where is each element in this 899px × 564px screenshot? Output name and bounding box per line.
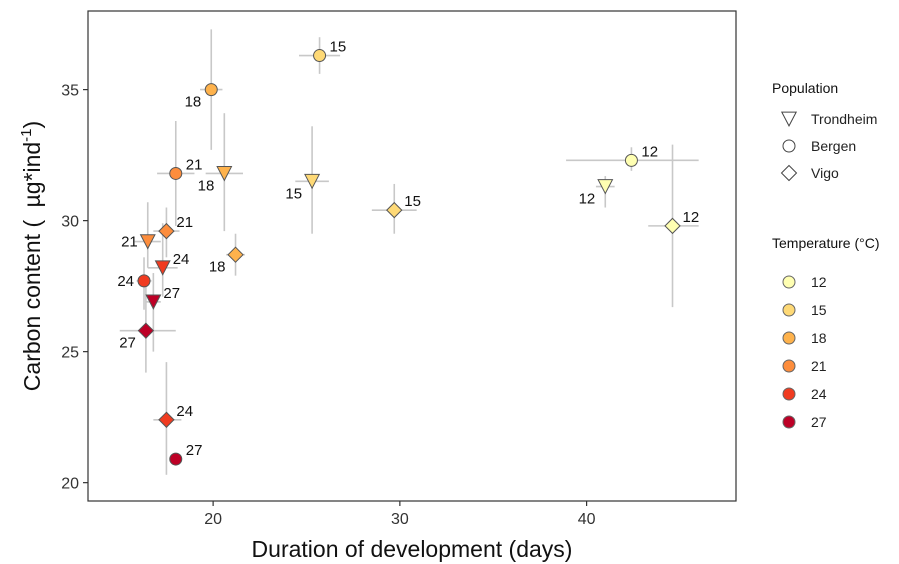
data-point-vigo-15 [386, 201, 403, 219]
legend-label-temperature: 21 [811, 358, 827, 374]
plot-panel [87, 10, 737, 502]
point-label: 27 [119, 335, 136, 352]
legend-temperature-title: Temperature (°C) [772, 235, 880, 251]
point-label: 24 [117, 273, 134, 290]
point-label: 21 [176, 214, 193, 231]
legend-label-temperature: 27 [811, 414, 827, 430]
point-label: 18 [198, 177, 215, 194]
point-label: 12 [641, 143, 658, 160]
point-label: 12 [579, 191, 596, 208]
point-label: 15 [285, 185, 302, 202]
point-label: 24 [173, 251, 190, 268]
data-point-bergen-21 [169, 166, 183, 180]
legend-key-bergen [782, 139, 796, 153]
data-point-trondheim-21 [139, 234, 156, 250]
legend-label-temperature: 18 [811, 330, 827, 346]
point-label: 18 [209, 259, 226, 276]
data-point-vigo-12 [664, 217, 681, 235]
data-points [137, 49, 681, 466]
legend-population: Population Trondheim Bergen Vigo [772, 80, 877, 182]
x-axis-title: Duration of development (days) [252, 536, 573, 562]
point-label: 18 [185, 94, 202, 111]
y-axis-title-main: Carbon content ( [19, 213, 45, 391]
data-point-vigo-27 [137, 322, 155, 339]
legend-label-temperature: 15 [811, 302, 827, 318]
legend-population-title: Population [772, 80, 838, 96]
data-point-trondheim-24 [154, 260, 171, 276]
y-axis-title-close: ) [19, 121, 45, 129]
data-point-vigo-18 [227, 246, 244, 263]
legend-label-population: Bergen [811, 138, 856, 154]
legend-key-temperature-21 [782, 359, 796, 373]
point-label: 15 [404, 193, 421, 210]
x-tick-label: 20 [204, 511, 222, 528]
point-label: 27 [163, 285, 180, 302]
data-point-vigo-21 [158, 222, 175, 240]
y-tick-label: 30 [61, 214, 79, 231]
data-point-trondheim-27 [145, 294, 162, 310]
axes: 20 30 40 20 25 30 35 [61, 83, 595, 528]
point-label: 24 [176, 403, 193, 420]
legend-key-temperature-18 [782, 331, 796, 345]
data-point-vigo-24 [158, 411, 175, 428]
point-labels: 15 18 21 24 27 12 18 15 21 24 27 12 21 18 15 27 24 12 [117, 39, 699, 460]
legend-key-temperature-27 [782, 415, 796, 429]
y-axis-title-unit: µg*ind [19, 142, 45, 208]
y-axis-title: Carbon content ( µg*ind-1) [18, 121, 45, 391]
y-tick-label: 25 [61, 345, 79, 362]
legend-key-trondheim [780, 111, 798, 127]
data-point-trondheim-12 [597, 179, 614, 195]
legend-temperature: Temperature (°C) 12 15 18 21 24 27 [772, 235, 880, 430]
data-point-bergen-27 [169, 452, 183, 466]
legend-label-temperature: 12 [811, 274, 827, 290]
y-tick-label: 20 [61, 476, 79, 493]
legend-key-temperature-12 [782, 275, 796, 289]
legend-key-vigo [780, 164, 798, 182]
legend-label-population: Trondheim [811, 111, 877, 127]
point-label: 21 [121, 234, 138, 251]
x-tick-label: 30 [391, 511, 409, 528]
data-point-trondheim-15 [304, 173, 321, 190]
point-label: 15 [330, 39, 347, 56]
data-point-bergen-12 [624, 153, 638, 167]
data-point-bergen-15 [313, 49, 327, 63]
legend-key-temperature-24 [782, 387, 796, 401]
data-point-bergen-24 [137, 274, 151, 288]
data-point-trondheim-18 [216, 166, 233, 182]
data-point-bergen-18 [204, 83, 218, 97]
point-label: 21 [186, 156, 203, 173]
y-axis-title-superscript: -1 [18, 128, 35, 141]
legend-label-temperature: 24 [811, 386, 827, 402]
y-tick-label: 35 [61, 83, 79, 100]
point-label: 27 [186, 442, 203, 459]
x-tick-label: 40 [578, 511, 596, 528]
legend-key-temperature-15 [782, 303, 796, 317]
point-label: 12 [683, 209, 700, 226]
legend-label-population: Vigo [811, 165, 839, 181]
